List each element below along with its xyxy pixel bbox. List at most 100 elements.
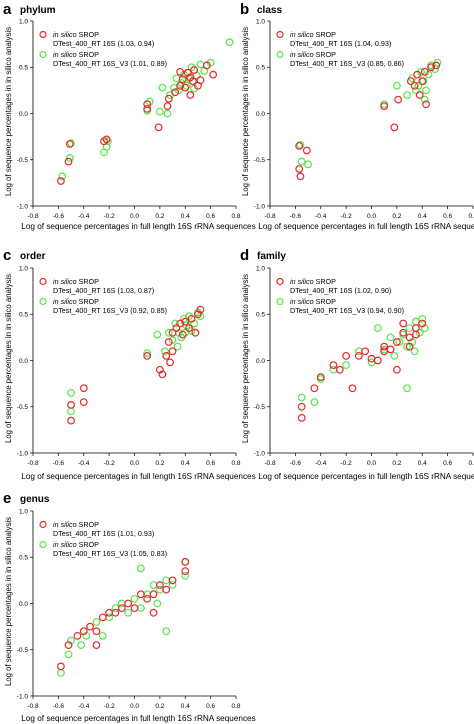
data-point-red xyxy=(427,63,436,72)
x-tick-label: -0.2 xyxy=(104,460,116,467)
x-tick-label: 0.0 xyxy=(367,213,376,220)
data-point-red xyxy=(432,61,441,70)
data-point-green xyxy=(196,60,205,69)
data-point-green xyxy=(168,581,177,589)
y-axis-label: Log of sequence percentages in in silico… xyxy=(241,27,250,196)
data-point-red xyxy=(143,594,152,603)
data-point-red xyxy=(295,165,304,173)
legend-label-rest: SROP xyxy=(314,277,337,286)
data-point-red xyxy=(186,73,195,82)
data-point-red xyxy=(92,641,101,650)
legend-label-detail: DTest_400_RT 16S_V3 (1.01, 0.89) xyxy=(53,59,167,68)
data-point-red xyxy=(394,95,403,104)
legend-label-italic: in silico xyxy=(53,540,77,549)
panel-title: family xyxy=(257,251,286,262)
data-point-red xyxy=(405,333,414,342)
y-tick-label: 0.5 xyxy=(256,312,265,319)
data-point-red xyxy=(410,81,419,90)
x-tick-label: 0.8 xyxy=(231,460,240,467)
x-tick-label: 0.0 xyxy=(130,213,139,220)
x-tick-label: 0.8 xyxy=(468,213,474,220)
data-point-red xyxy=(117,604,126,613)
data-point-green xyxy=(225,38,234,47)
legend-marker xyxy=(39,540,47,549)
legend-label: in silico SROP xyxy=(290,297,336,306)
data-point-red xyxy=(191,328,200,337)
data-point-red xyxy=(399,328,408,337)
data-point-green xyxy=(403,91,411,99)
x-tick-label: 0.2 xyxy=(155,213,164,220)
data-point-red xyxy=(181,317,190,326)
legend-label-italic: in silico xyxy=(53,297,77,306)
data-point-red xyxy=(392,338,401,346)
data-point-red xyxy=(86,622,94,631)
data-point-red xyxy=(181,83,190,92)
y-tick-label: 0.5 xyxy=(19,65,28,72)
x-axis-label: Log of sequence percentages in full leng… xyxy=(21,472,255,481)
x-tick-label: -0.2 xyxy=(341,213,353,220)
x-axis-label: Log of sequence percentages in full leng… xyxy=(21,222,255,231)
data-point-red xyxy=(67,416,75,425)
data-point-red xyxy=(399,319,408,328)
x-tick-label: 0.6 xyxy=(206,213,215,220)
legend-label-detail: DTest_400_RT 16S_V3 (0.94, 0.90) xyxy=(290,306,404,315)
data-point-green xyxy=(67,139,75,148)
data-point-red xyxy=(136,590,145,599)
legend-label: in silico SROP xyxy=(53,277,99,286)
x-tick-label: 0.0 xyxy=(130,460,139,467)
data-point-red xyxy=(196,76,205,85)
y-tick-label: -0.5 xyxy=(17,404,29,411)
data-point-red xyxy=(149,608,158,617)
legend-marker xyxy=(276,277,284,286)
y-tick-label: 0.5 xyxy=(19,312,28,319)
x-tick-label: 0.2 xyxy=(392,460,401,467)
data-point-red xyxy=(164,338,173,346)
data-point-red xyxy=(172,324,181,333)
y-tick-label: -0.5 xyxy=(254,157,266,164)
data-point-green xyxy=(173,342,182,351)
data-point-red xyxy=(65,140,74,148)
data-point-red xyxy=(168,328,177,337)
legend-label-italic: in silico xyxy=(290,297,314,306)
y-axis-label: Log of sequence percentages in in silico… xyxy=(241,274,250,443)
panel-title: genus xyxy=(20,494,50,505)
x-tick-label: -0.6 xyxy=(53,213,65,220)
x-tick-label: 0.4 xyxy=(181,213,190,220)
x-tick-label: 0.6 xyxy=(206,703,215,710)
x-tick-label: -0.8 xyxy=(27,213,39,220)
data-point-red xyxy=(79,627,88,636)
data-point-red xyxy=(418,319,427,328)
data-point-green xyxy=(162,627,171,636)
data-point-green xyxy=(296,141,305,149)
data-point-green xyxy=(431,65,439,73)
x-tick-label: -0.4 xyxy=(78,213,90,220)
x-tick-label: 0.2 xyxy=(155,703,164,710)
legend-label: in silico SROP xyxy=(290,277,336,286)
data-point-red xyxy=(296,172,305,181)
data-point-green xyxy=(342,361,351,370)
data-point-red xyxy=(149,590,158,599)
legend-label-rest: SROP xyxy=(77,540,100,549)
legend-label: in silico SROP xyxy=(53,540,99,549)
data-point-red xyxy=(302,146,311,155)
x-tick-label: -0.6 xyxy=(53,703,65,710)
data-point-red xyxy=(143,104,152,113)
legend-label-italic: in silico xyxy=(290,30,314,39)
legend-label: in silico SROP xyxy=(53,520,99,529)
legend-marker xyxy=(276,297,284,306)
data-point-red xyxy=(295,141,304,150)
data-point-green xyxy=(171,319,180,328)
y-tick-label: 0.5 xyxy=(19,555,28,562)
data-point-red xyxy=(196,305,205,314)
data-point-green xyxy=(136,564,145,573)
data-point-red xyxy=(162,585,171,594)
data-point-red xyxy=(386,345,395,354)
data-point-red xyxy=(130,604,139,613)
data-point-red xyxy=(420,67,429,76)
data-point-green xyxy=(58,172,67,181)
data-point-red xyxy=(392,365,401,374)
data-point-red xyxy=(73,631,82,640)
x-tick-label: -0.6 xyxy=(290,213,302,220)
legend-label-rest: SROP xyxy=(314,50,337,59)
